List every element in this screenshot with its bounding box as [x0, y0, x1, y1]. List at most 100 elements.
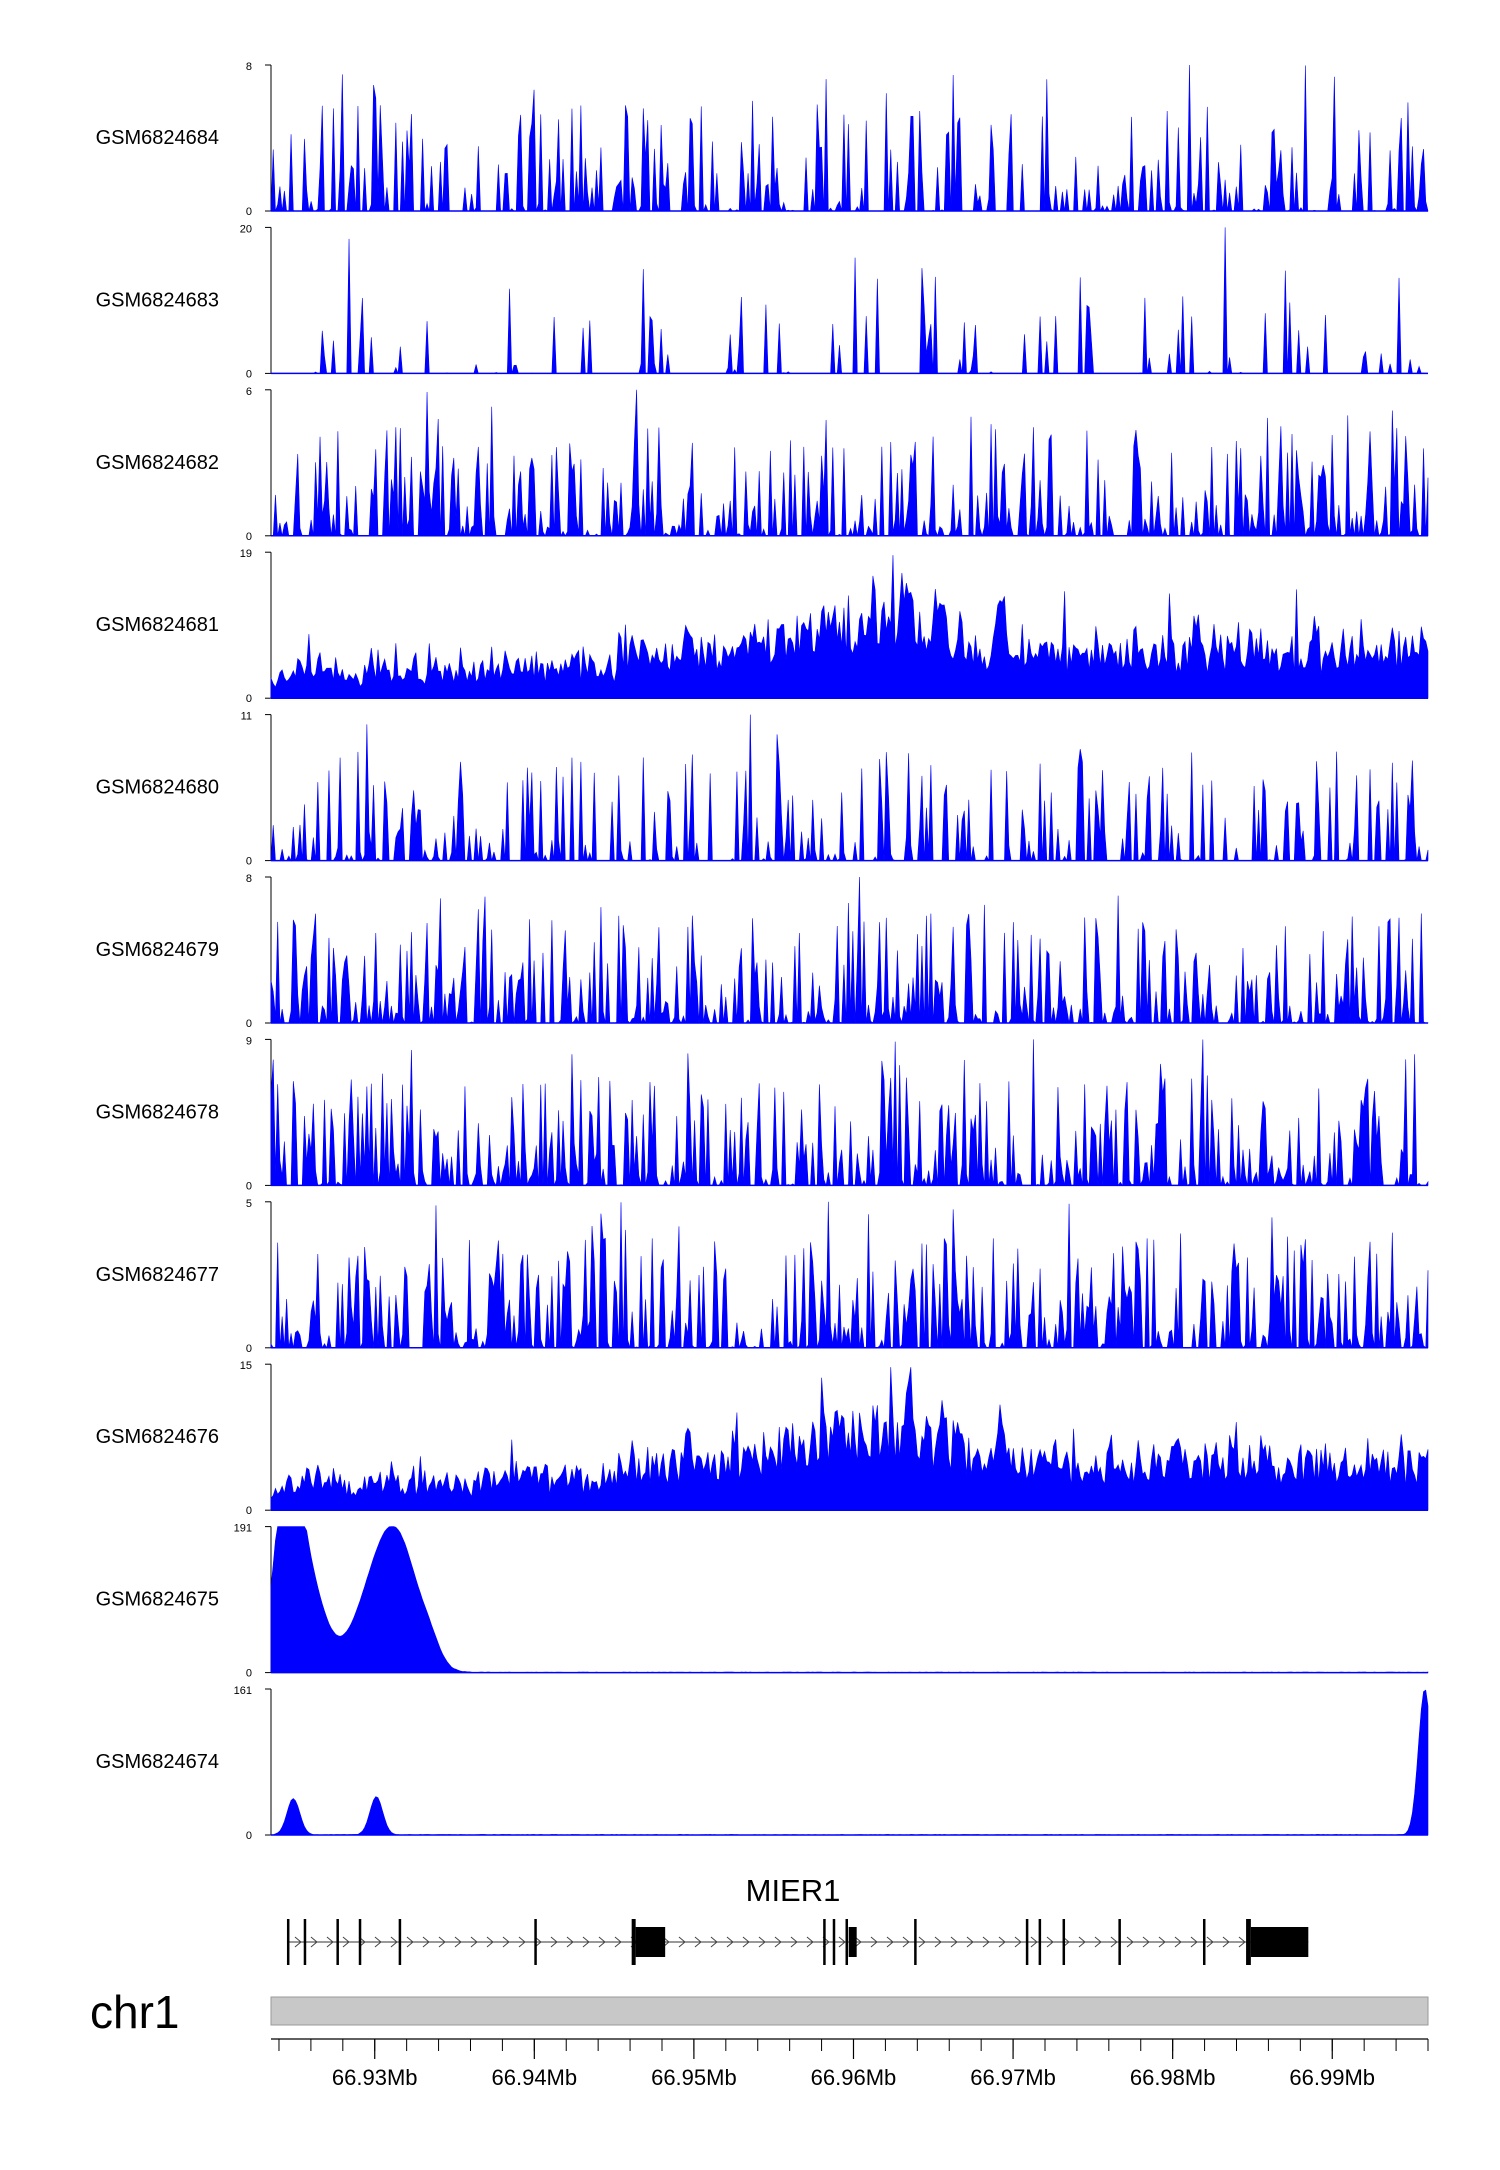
y-max-label: 5	[246, 1198, 252, 1210]
track-label: GSM6824683	[96, 289, 219, 311]
y-min-label: 0	[246, 1343, 252, 1355]
track-label: GSM6824684	[96, 127, 219, 149]
strand-arrow	[710, 1936, 718, 1948]
gene-exon	[303, 1919, 307, 1965]
strand-arrow	[390, 1936, 398, 1948]
strand-arrow	[582, 1936, 590, 1948]
strand-arrow	[742, 1936, 750, 1948]
strand-arrow	[678, 1936, 686, 1948]
strand-arrow	[1190, 1936, 1198, 1948]
strand-arrow	[566, 1936, 574, 1948]
y-min-label: 0	[246, 1018, 252, 1030]
strand-arrow	[806, 1936, 814, 1948]
track-label: GSM6824679	[96, 939, 219, 961]
track-label: GSM6824681	[96, 614, 219, 636]
gene-exon	[534, 1919, 537, 1965]
y-min-label: 0	[246, 1830, 252, 1842]
strand-arrow	[1030, 1936, 1038, 1948]
gene-exon	[914, 1919, 917, 1965]
strand-arrow	[886, 1936, 894, 1948]
strand-arrow	[1126, 1936, 1134, 1948]
track-label: GSM6824680	[96, 777, 219, 799]
track-GSM6824679: GSM6824679 8 0	[96, 873, 1429, 1030]
track-GSM6824674: GSM6824674 161 0	[96, 1685, 1429, 1842]
x-tick-label: 66.97Mb	[970, 2065, 1056, 2090]
gene-exon	[631, 1919, 636, 1965]
y-max-label: 9	[246, 1035, 252, 1047]
y-max-label: 161	[234, 1685, 252, 1697]
strand-arrow	[486, 1936, 494, 1948]
y-min-label: 0	[246, 856, 252, 868]
gene-exon	[398, 1919, 402, 1965]
track-GSM6824676: GSM6824676 15 0	[96, 1360, 1429, 1517]
signal-area	[270, 1367, 1429, 1511]
gene-exon	[1038, 1919, 1042, 1965]
strand-arrow	[374, 1936, 382, 1948]
gene-exon	[823, 1919, 826, 1965]
strand-arrow	[310, 1936, 318, 1948]
strand-arrow	[518, 1936, 526, 1948]
strand-arrow	[1094, 1936, 1102, 1948]
track-label: GSM6824678	[96, 1101, 219, 1123]
strand-arrow	[438, 1936, 446, 1948]
strand-arrow	[1174, 1936, 1182, 1948]
strand-arrow	[694, 1936, 702, 1948]
x-tick-label: 66.95Mb	[651, 2065, 737, 2090]
strand-arrow	[454, 1936, 462, 1948]
signal-tracks: GSM682468480GSM6824683200GSM682468260GSM…	[96, 61, 1429, 1842]
strand-arrow	[422, 1936, 430, 1948]
strand-arrow	[294, 1936, 302, 1948]
track-GSM6824683: GSM6824683 20 0	[96, 223, 1428, 380]
track-GSM6824675: GSM6824675 191 0	[96, 1523, 1429, 1680]
y-min-label: 0	[246, 1505, 252, 1517]
x-tick-label: 66.93Mb	[332, 2065, 418, 2090]
strand-arrow	[982, 1936, 990, 1948]
track-GSM6824681: GSM6824681 19 0	[96, 548, 1429, 705]
strand-arrow	[598, 1936, 606, 1948]
strand-arrow	[1014, 1936, 1022, 1948]
strand-arrow	[534, 1936, 542, 1948]
strand-arrow	[902, 1936, 910, 1948]
y-max-label: 11	[241, 711, 252, 723]
gene-exon	[1118, 1919, 1121, 1965]
strand-arrow	[502, 1936, 510, 1948]
strand-arrow	[1110, 1936, 1118, 1948]
strand-arrow	[934, 1936, 942, 1948]
strand-arrow	[1046, 1936, 1054, 1948]
gene-exon	[848, 1927, 857, 1957]
y-min-label: 0	[246, 531, 252, 543]
y-max-label: 191	[234, 1523, 252, 1535]
track-GSM6824678: GSM6824678 9 0	[96, 1035, 1429, 1192]
strand-arrow	[870, 1936, 878, 1948]
gene-track: MIER1	[286, 1873, 1309, 1965]
strand-arrow	[1222, 1936, 1230, 1948]
track-label: GSM6824677	[96, 1264, 219, 1286]
x-tick-label: 66.96Mb	[811, 2065, 897, 2090]
signal-area	[271, 389, 1429, 537]
strand-arrow	[774, 1936, 782, 1948]
gene-exon	[1250, 1927, 1309, 1957]
strand-arrow	[998, 1936, 1006, 1948]
chromosome-bar	[270, 1996, 1429, 2026]
gene-exon	[1246, 1919, 1251, 1965]
y-min-label: 0	[246, 206, 252, 218]
track-label: GSM6824676	[96, 1426, 219, 1448]
track-GSM6824677: GSM6824677 5 0	[96, 1198, 1429, 1355]
strand-arrow	[1238, 1936, 1246, 1948]
strand-arrow	[790, 1936, 798, 1948]
gene-exon	[845, 1919, 849, 1965]
genome-axis: 66.93Mb 66.94Mb 66.95Mb 66.96Mb 66.97Mb 66.98…	[271, 2038, 1429, 2090]
strand-arrow	[406, 1936, 414, 1948]
y-max-label: 19	[240, 548, 252, 560]
strand-arrow	[1206, 1936, 1214, 1948]
gene-name: MIER1	[746, 1873, 841, 1908]
strand-arrow	[470, 1936, 478, 1948]
x-tick-label: 66.98Mb	[1130, 2065, 1216, 2090]
track-GSM6824680: GSM6824680 11 0	[96, 711, 1429, 868]
chromosome-ideogram: chr1	[90, 1986, 1429, 2038]
strand-arrow	[854, 1936, 862, 1948]
gene-exon	[635, 1927, 666, 1957]
gene-exon	[286, 1919, 290, 1965]
